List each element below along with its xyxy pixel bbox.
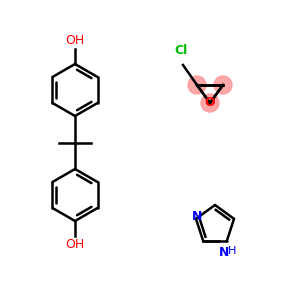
Circle shape	[214, 76, 232, 94]
Circle shape	[201, 94, 219, 112]
Text: H: H	[228, 246, 236, 256]
Text: OH: OH	[65, 34, 85, 47]
Text: N: N	[219, 246, 229, 259]
Circle shape	[188, 76, 206, 94]
Text: Cl: Cl	[174, 44, 188, 57]
Text: OH: OH	[65, 238, 85, 251]
Text: N: N	[192, 210, 202, 223]
Text: O: O	[205, 97, 215, 110]
